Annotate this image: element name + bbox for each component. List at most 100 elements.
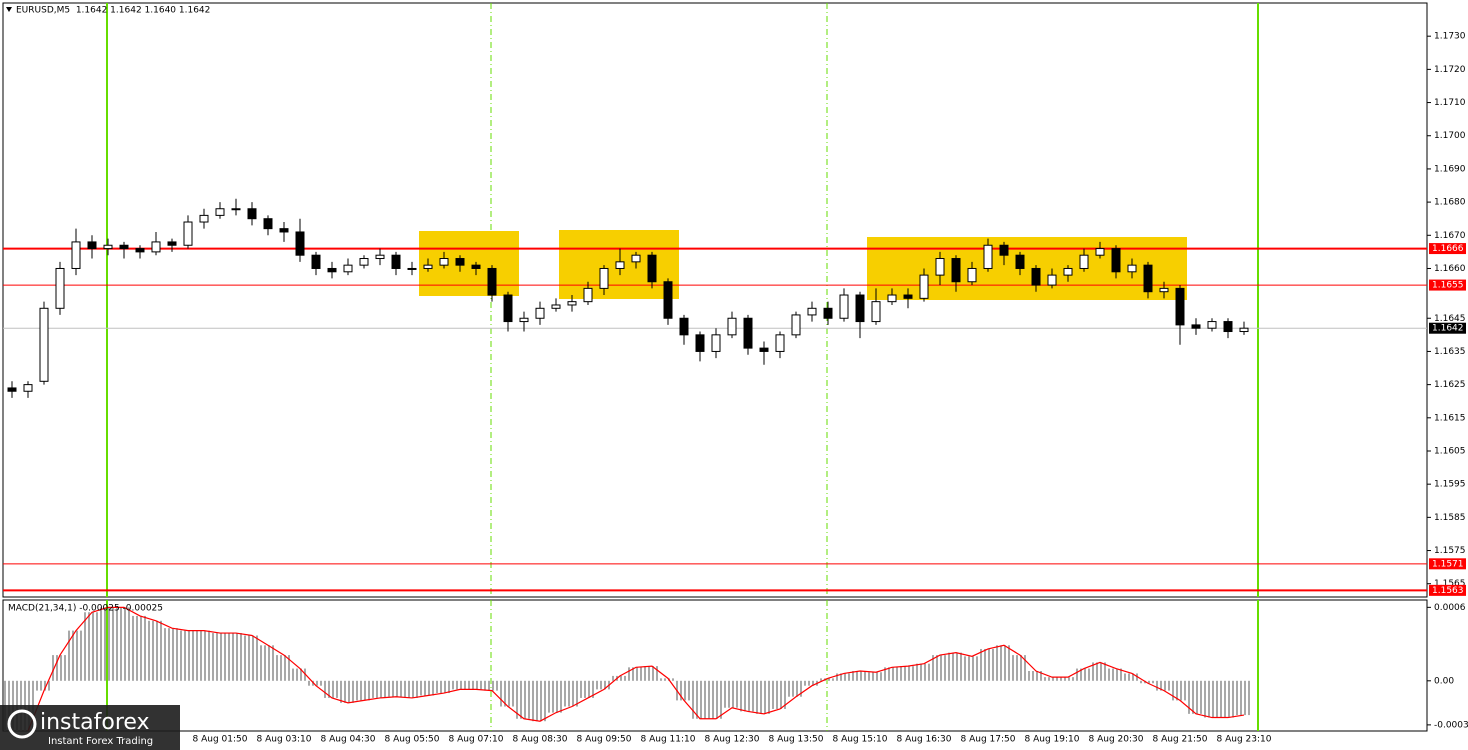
candle-body <box>951 258 961 283</box>
candle-body <box>1015 254 1025 269</box>
candle-body <box>199 214 209 223</box>
candle-body <box>487 267 497 296</box>
macd-bar <box>100 607 116 681</box>
macd-bar <box>868 672 884 681</box>
candle-body <box>599 267 609 289</box>
macd-bar <box>228 633 244 681</box>
level-label: 1.1563 <box>1432 586 1464 596</box>
candle-body <box>343 264 353 273</box>
macd-bar <box>532 680 548 722</box>
y-tick-label: 1.1700 <box>1434 131 1466 141</box>
candle-body <box>119 244 129 250</box>
macd-bar <box>1220 680 1236 718</box>
candle-body <box>87 241 97 250</box>
y-tick-label: 1.1585 <box>1434 513 1466 523</box>
y-tick-label: -0.00036 <box>1434 720 1468 730</box>
macd-bar <box>1156 680 1172 691</box>
x-tick-label: 8 Aug 23:10 <box>1217 735 1272 745</box>
price-plot <box>3 3 1427 597</box>
macd-bar <box>1236 680 1252 716</box>
candle-body <box>359 258 369 266</box>
candle-body <box>71 241 81 269</box>
level-label: 1.1666 <box>1432 244 1464 254</box>
x-tick-label: 8 Aug 15:10 <box>833 735 888 745</box>
level-box <box>1429 558 1466 570</box>
x-tick-label: 8 Aug 17:50 <box>961 735 1016 745</box>
candle-body <box>247 208 257 220</box>
candle-body <box>519 317 529 323</box>
candle-body <box>135 248 145 253</box>
y-tick-label: 1.1670 <box>1434 231 1466 241</box>
macd-bar <box>692 680 708 719</box>
macd-bar <box>404 680 420 698</box>
macd-plot <box>4 600 1259 731</box>
candle-body <box>103 244 113 250</box>
macd-bar <box>740 680 756 712</box>
macd-bar <box>836 673 852 681</box>
candle-body <box>935 258 945 276</box>
candle-body <box>1223 321 1233 333</box>
macd-bar <box>932 655 948 681</box>
macd-bar <box>132 615 148 681</box>
macd-bar <box>1108 668 1124 681</box>
chart-title: EURUSD,M5 1.1642 1.1642 1.1640 1.1642 <box>16 6 210 16</box>
macd-bar <box>212 633 228 681</box>
watermark-tagline: Instant Forex Trading <box>48 736 153 747</box>
y-tick-label: 1.1690 <box>1434 164 1466 174</box>
highlight-box <box>419 231 519 296</box>
y-tick-label: 0.00 <box>1434 676 1454 686</box>
macd-bar <box>1060 677 1076 681</box>
macd-bar <box>628 667 644 681</box>
macd-bar <box>116 607 132 681</box>
candle-body <box>1079 254 1089 269</box>
candle-body <box>807 307 817 316</box>
candle-body <box>679 317 689 336</box>
macd-bar <box>516 680 532 719</box>
macd-bar <box>1172 680 1188 701</box>
macd-bar <box>756 680 772 714</box>
macd-bar <box>292 668 308 681</box>
candle-body <box>871 301 881 323</box>
y-tick-label: 1.1615 <box>1434 413 1466 423</box>
y-tick-label: 1.1660 <box>1434 264 1466 274</box>
macd-bar <box>916 663 932 681</box>
macd-bar <box>1204 680 1220 718</box>
x-tick-label: 8 Aug 04:30 <box>321 735 376 745</box>
y-tick-label: 1.1730 <box>1434 32 1466 42</box>
level-box <box>1429 243 1466 255</box>
candle-body <box>759 347 769 352</box>
macd-bar <box>1028 671 1044 681</box>
y-tick-label: 1.1595 <box>1434 480 1466 490</box>
x-tick-label: 8 Aug 13:50 <box>769 735 824 745</box>
candle-body <box>887 294 897 303</box>
macd-bar <box>452 680 468 690</box>
candle-body <box>167 241 177 246</box>
axes: 1.1730 1.1720 1.1710 1.1700 1.1690 1.1680 1.16… <box>193 32 1468 745</box>
macd-bar <box>1012 655 1028 681</box>
level-label: 1.1642 <box>1432 324 1464 334</box>
candle-body <box>1047 274 1057 286</box>
candle-body <box>183 221 193 246</box>
macd-bar <box>436 680 452 694</box>
macd-bar <box>564 680 580 707</box>
macd-bar <box>884 667 900 681</box>
macd-bar <box>1188 680 1204 714</box>
macd-bar <box>900 666 916 681</box>
y-tick-label: 1.1625 <box>1434 380 1466 390</box>
candle-body <box>55 267 65 309</box>
macd-bar <box>852 671 868 681</box>
y-tick-label: 1.1605 <box>1434 446 1466 456</box>
y-tick-label: 1.1635 <box>1434 347 1466 357</box>
candle-body <box>439 258 449 266</box>
x-tick-label: 8 Aug 01:50 <box>193 735 248 745</box>
menu-arrow <box>6 7 12 12</box>
candle-body <box>327 267 337 273</box>
macd-bar <box>644 666 660 681</box>
macd-bar <box>52 655 68 681</box>
macd-bar <box>820 678 836 681</box>
x-tick-label: 8 Aug 07:10 <box>449 735 504 745</box>
watermark-icon <box>7 709 37 739</box>
y-tick-label: 1.1575 <box>1434 546 1466 556</box>
level-label: 1.1571 <box>1432 559 1464 569</box>
